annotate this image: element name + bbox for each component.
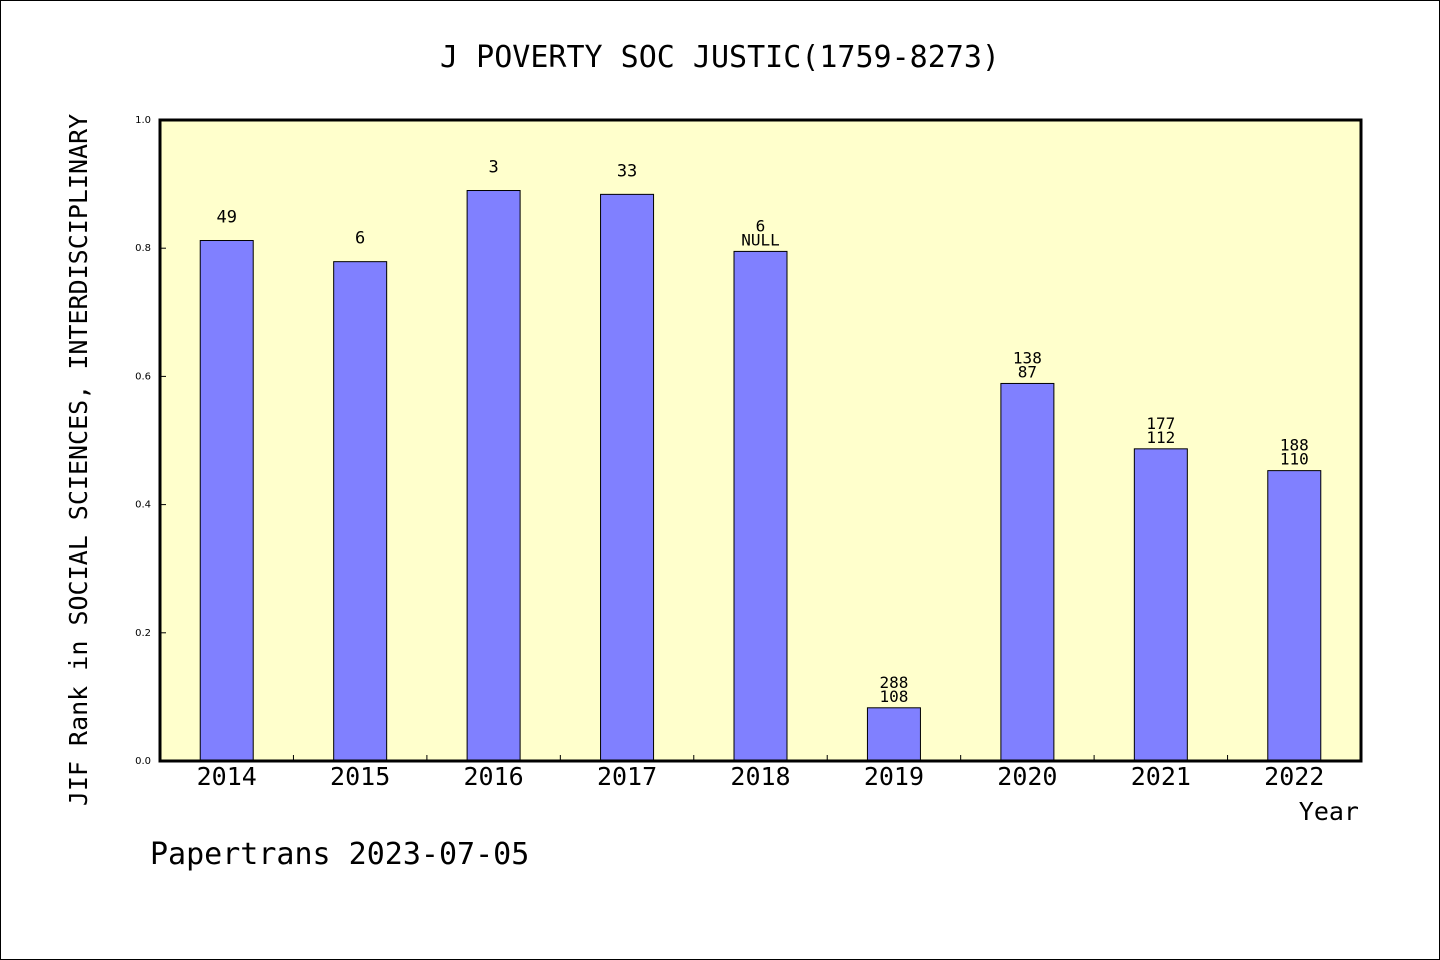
x-axis-label: Year [1299,797,1359,826]
bar-value-label: 288 [879,673,908,692]
bar-value-label: 6 [756,216,766,235]
watermark-text: Papertrans 2023-07-05 [150,837,529,872]
bars-group [199,190,1322,762]
x-tick-label: 2017 [597,762,657,791]
bar-value-label: 33 [617,161,637,181]
x-tick-label: 2019 [864,762,924,791]
chart-title: J POVERTY SOC JUSTIC(1759-8273) [440,40,1000,75]
y-tick-label: 0.8 [135,243,151,254]
x-tick-label: 2021 [1131,762,1191,791]
y-tick-label: 0.2 [135,628,151,639]
bar [333,261,388,762]
x-tick-label: 2022 [1264,762,1324,791]
bar-value-label: 49 [216,208,236,228]
bar [199,240,254,762]
bar-value-label: 110 [1280,450,1309,469]
x-tick-label: 2014 [197,762,257,791]
bar-value-label: 177 [1146,414,1175,433]
x-ticks-group: 2014 2015 2016 2017 2018 2019 2020 2021 2022 [197,755,1324,791]
bar-value-label: 138 [1013,348,1042,367]
x-tick-label: 2016 [464,762,524,791]
bar [866,707,921,762]
bar-value-label: 112 [1146,428,1175,447]
y-tick-label: 0.0 [135,756,151,767]
bar-value-label: 108 [879,687,908,706]
bar-value-label: NULL [741,230,780,249]
x-tick-label: 2020 [997,762,1057,791]
bar [466,190,521,762]
bar [1000,382,1055,762]
bar [1267,470,1322,762]
bar-value-label: 3 [488,158,498,178]
y-tick-label: 0.6 [135,371,151,382]
bar [1133,448,1188,762]
y-tick-label: 0.4 [135,500,151,511]
plot-border [158,118,1363,763]
bar [600,193,655,762]
y-axis-label: JIF Rank in SOCIAL SCIENCES, INTERDISCIP… [64,114,93,806]
x-tick-label: 2015 [330,762,390,791]
bar [733,250,788,762]
bar-value-label: 188 [1280,436,1309,455]
bar-value-label: 87 [1018,362,1037,381]
x-tick-label: 2018 [730,762,790,791]
bar-value-label: 6 [355,229,365,249]
y-tick-label: 1.0 [135,115,151,126]
